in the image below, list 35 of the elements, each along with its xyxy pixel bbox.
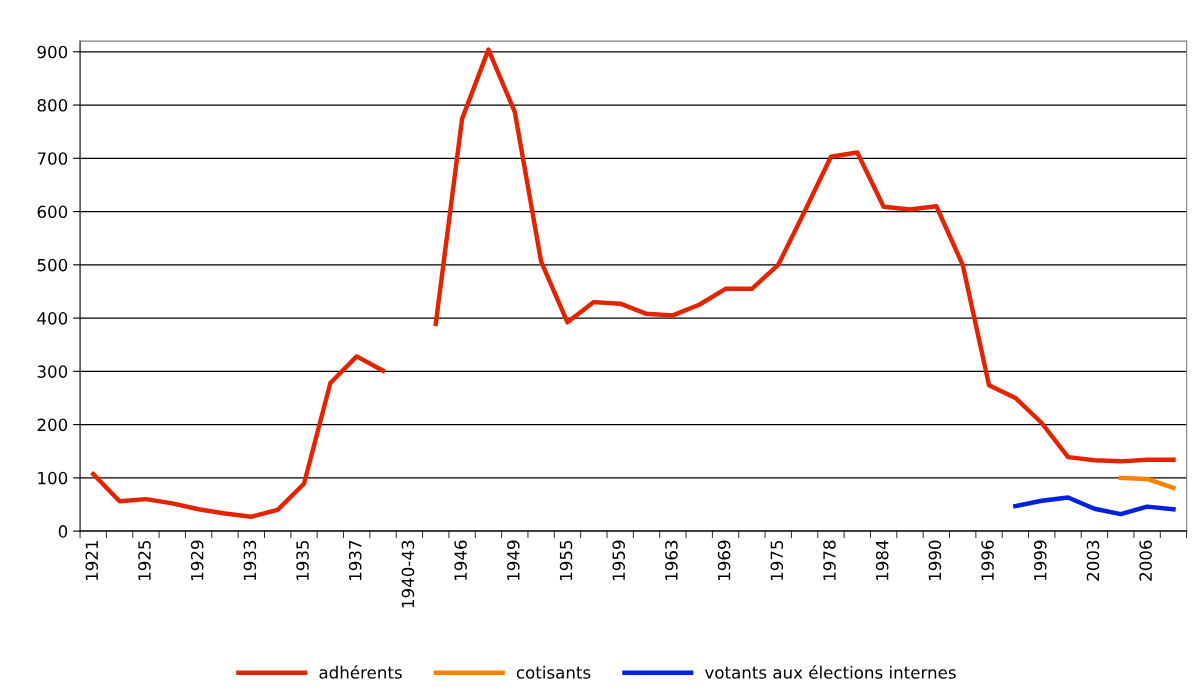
x-tick-label: 1921 [85,540,99,581]
legend-label: cotisants [516,665,591,679]
x-tick-label: 1935 [296,540,309,581]
y-tick-label: 200 [37,418,68,432]
legend-label: votants aux élections internes [704,665,956,679]
x-tick-label: 1996 [981,540,994,581]
y-tick-label: 700 [37,152,68,165]
y-tick-label: 900 [37,45,68,59]
x-tick-label: 1955 [559,540,573,581]
y-tick-label: 300 [37,365,68,378]
x-tick-label: 1975 [770,540,784,581]
x-tick-label: 1933 [243,540,257,581]
x-tick-label: 1990 [928,540,942,581]
y-tick-label: 600 [37,205,68,219]
y-tick-label: 100 [38,471,68,485]
y-tick-label: 800 [37,99,68,112]
x-tick-label: 1925 [138,540,151,581]
x-tick-label: 1963 [665,540,678,581]
x-tick-label: 1959 [612,540,626,581]
y-tick-label: 500 [37,258,68,272]
x-tick-label: 1940-43 [401,540,415,608]
line-series [1013,495,1176,517]
x-tick-label: 1929 [190,540,204,581]
x-tick-label: 2003 [1086,540,1100,581]
y-tick-label: 400 [37,312,68,325]
x-tick-label: 1949 [507,540,520,581]
x-tick-label: 1946 [454,540,467,581]
x-tick-label: 1969 [717,540,731,581]
x-tick-label: 2006 [1139,540,1152,581]
x-tick-label: 1999 [1033,540,1047,581]
x-tick-label: 1937 [348,540,362,581]
y-tick-label: 0 [58,525,68,538]
x-tick-label: 1978 [823,540,836,581]
legend-label: adhérents [319,665,402,679]
x-tick-label: 1984 [875,540,889,581]
